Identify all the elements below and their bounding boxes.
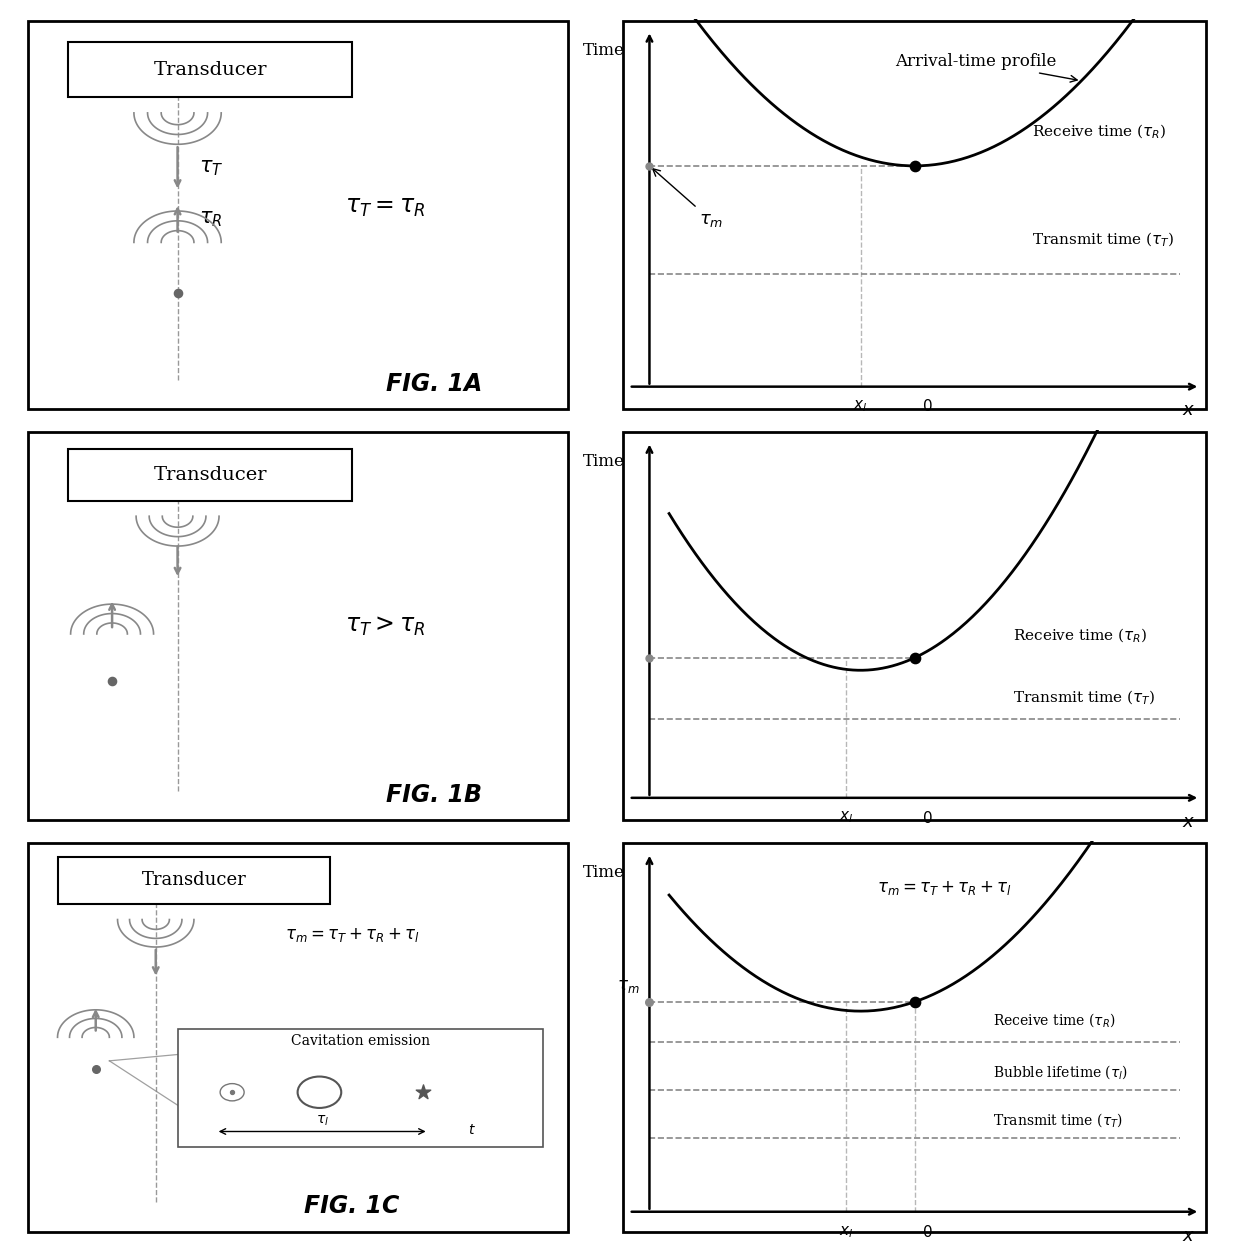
Text: $\tau_m$: $\tau_m$ xyxy=(652,168,723,229)
Text: Arrival-time profile: Arrival-time profile xyxy=(895,52,1078,82)
Text: Transmit time ($\tau_T$): Transmit time ($\tau_T$) xyxy=(993,1111,1123,1129)
FancyBboxPatch shape xyxy=(177,1029,543,1148)
Text: $\tau_m = \tau_T + \tau_R + \tau_l$: $\tau_m = \tau_T + \tau_R + \tau_l$ xyxy=(877,880,1011,897)
Text: $x_l$: $x_l$ xyxy=(838,810,853,825)
FancyBboxPatch shape xyxy=(27,21,568,409)
Text: $\tau_m$: $\tau_m$ xyxy=(618,978,640,994)
Text: Transmit time ($\tau_T$): Transmit time ($\tau_T$) xyxy=(1013,689,1156,706)
FancyBboxPatch shape xyxy=(57,857,330,903)
FancyBboxPatch shape xyxy=(27,432,568,820)
Point xyxy=(167,283,187,303)
Text: $x$: $x$ xyxy=(1182,1226,1195,1245)
Point xyxy=(905,648,925,668)
Text: $x$: $x$ xyxy=(1182,401,1195,420)
Text: Receive time ($\tau_R$): Receive time ($\tau_R$) xyxy=(1032,122,1167,141)
Text: $0$: $0$ xyxy=(923,1224,932,1240)
Text: $\tau_l$: $\tau_l$ xyxy=(316,1113,329,1128)
Text: Transducer: Transducer xyxy=(154,466,267,483)
Text: FIG. 1B: FIG. 1B xyxy=(386,782,482,807)
Point xyxy=(102,672,122,692)
Text: $x_l$: $x_l$ xyxy=(838,1224,853,1240)
FancyBboxPatch shape xyxy=(622,844,1207,1231)
Text: Transducer: Transducer xyxy=(141,871,247,890)
Text: Time: Time xyxy=(583,452,625,470)
Text: $\tau_m = \tau_T + \tau_R + \tau_l$: $\tau_m = \tau_T + \tau_R + \tau_l$ xyxy=(285,926,419,944)
Text: Transmit time ($\tau_T$): Transmit time ($\tau_T$) xyxy=(1032,231,1176,249)
Point xyxy=(640,992,660,1012)
Point xyxy=(413,1083,433,1103)
Text: Time: Time xyxy=(583,41,625,59)
Text: FIG. 1C: FIG. 1C xyxy=(305,1194,399,1219)
Point xyxy=(905,992,925,1012)
Text: $\tau_T = \tau_R$: $\tau_T = \tau_R$ xyxy=(345,196,425,218)
Text: $x_l$: $x_l$ xyxy=(853,399,868,414)
Text: $0$: $0$ xyxy=(923,810,932,826)
Text: $0$: $0$ xyxy=(923,399,932,415)
Point xyxy=(86,1059,105,1079)
FancyBboxPatch shape xyxy=(68,42,352,97)
Text: FIG. 1A: FIG. 1A xyxy=(386,371,482,396)
FancyBboxPatch shape xyxy=(622,21,1207,409)
Text: $t$: $t$ xyxy=(469,1123,476,1136)
Text: Transducer: Transducer xyxy=(154,61,267,78)
Point xyxy=(640,156,660,176)
Text: $\tau_T > \tau_R$: $\tau_T > \tau_R$ xyxy=(345,614,425,638)
Text: $\tau_R$: $\tau_R$ xyxy=(200,209,223,229)
Text: Receive time ($\tau_R$): Receive time ($\tau_R$) xyxy=(993,1012,1116,1029)
Text: Time: Time xyxy=(583,863,625,881)
Text: $\tau_T$: $\tau_T$ xyxy=(200,158,224,178)
Point xyxy=(905,156,925,176)
Text: Bubble lifetime ($\tau_l$): Bubble lifetime ($\tau_l$) xyxy=(993,1063,1128,1080)
Text: $x$: $x$ xyxy=(1182,812,1195,831)
FancyBboxPatch shape xyxy=(27,844,568,1231)
FancyBboxPatch shape xyxy=(68,450,352,501)
Text: Receive time ($\tau_R$): Receive time ($\tau_R$) xyxy=(1013,627,1147,645)
Text: Cavitation emission: Cavitation emission xyxy=(291,1034,430,1048)
Point xyxy=(640,648,660,668)
Point xyxy=(222,1083,242,1103)
FancyBboxPatch shape xyxy=(622,432,1207,820)
